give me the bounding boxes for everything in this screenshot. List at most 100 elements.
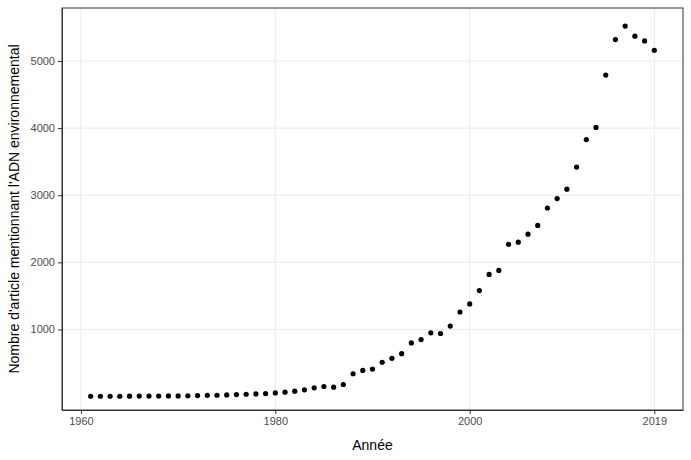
grid-line bbox=[80, 8, 81, 410]
point bbox=[214, 393, 219, 398]
point bbox=[234, 392, 239, 397]
point bbox=[516, 240, 521, 245]
tick-label: 2000 bbox=[31, 256, 55, 268]
point bbox=[428, 330, 433, 335]
point bbox=[224, 392, 229, 397]
point bbox=[545, 205, 550, 210]
point bbox=[117, 394, 122, 399]
tick: 2019 bbox=[643, 410, 667, 427]
point bbox=[205, 393, 210, 398]
tick-label: 1980 bbox=[264, 415, 288, 427]
point bbox=[506, 242, 511, 247]
points bbox=[88, 24, 657, 399]
tick: 1000 bbox=[31, 323, 62, 335]
y-axis: 1000 2000 3000 4000 5000 bbox=[31, 9, 63, 411]
point bbox=[137, 394, 142, 399]
point bbox=[535, 223, 540, 228]
point bbox=[166, 393, 171, 398]
point bbox=[331, 385, 336, 390]
tick: 1980 bbox=[264, 410, 288, 427]
point bbox=[156, 393, 161, 398]
grid-line bbox=[654, 8, 655, 410]
point bbox=[477, 288, 482, 293]
point bbox=[350, 371, 355, 376]
panel-border bbox=[62, 8, 683, 410]
point bbox=[244, 392, 249, 397]
grid bbox=[62, 8, 683, 410]
point bbox=[108, 394, 113, 399]
plot: 1960 1980 2000 2019 1000 2000 3000 4000 5000 bbox=[31, 8, 684, 427]
point bbox=[176, 393, 181, 398]
point bbox=[487, 272, 492, 277]
tick: 1960 bbox=[69, 410, 93, 427]
panel-background bbox=[62, 8, 683, 410]
point bbox=[389, 356, 394, 361]
tick-mark bbox=[58, 61, 62, 62]
tick: 2000 bbox=[458, 410, 482, 427]
point bbox=[292, 389, 297, 394]
point bbox=[312, 385, 317, 390]
x-axis-title: Année bbox=[352, 437, 393, 453]
tick: 4000 bbox=[31, 122, 62, 134]
point bbox=[253, 391, 258, 396]
point bbox=[457, 309, 462, 314]
tick-label: 3000 bbox=[31, 189, 55, 201]
grid-line bbox=[62, 61, 683, 62]
point bbox=[467, 301, 472, 306]
point bbox=[263, 391, 268, 396]
point bbox=[409, 340, 414, 345]
tick-label: 2000 bbox=[458, 415, 482, 427]
tick-mark bbox=[58, 262, 62, 263]
point bbox=[584, 137, 589, 142]
tick-label: 1000 bbox=[31, 323, 55, 335]
tick-label: 2019 bbox=[643, 415, 667, 427]
point bbox=[525, 232, 530, 237]
point bbox=[185, 393, 190, 398]
tick-mark bbox=[654, 410, 655, 414]
point bbox=[632, 34, 637, 39]
point bbox=[195, 393, 200, 398]
grid-line bbox=[62, 262, 683, 263]
point bbox=[399, 351, 404, 356]
point bbox=[603, 73, 608, 78]
point bbox=[341, 382, 346, 387]
point bbox=[380, 360, 385, 365]
point bbox=[613, 37, 618, 42]
tick: 2000 bbox=[31, 256, 62, 268]
point bbox=[88, 394, 93, 399]
point bbox=[282, 390, 287, 395]
point bbox=[496, 268, 501, 273]
point bbox=[273, 390, 278, 395]
point bbox=[127, 394, 132, 399]
y-axis-title: Nombre d'article mentionnant l'ADN envir… bbox=[6, 44, 22, 373]
point bbox=[98, 394, 103, 399]
point bbox=[418, 337, 423, 342]
point bbox=[302, 387, 307, 392]
tick-mark bbox=[58, 195, 62, 196]
tick-mark bbox=[470, 410, 471, 414]
tick-mark bbox=[81, 410, 82, 414]
tick-label: 1960 bbox=[69, 415, 93, 427]
tick-label: 5000 bbox=[31, 55, 55, 67]
grid-line bbox=[469, 8, 470, 410]
grid-line bbox=[62, 128, 683, 129]
point bbox=[321, 384, 326, 389]
point bbox=[438, 331, 443, 336]
tick-mark bbox=[58, 329, 62, 330]
point bbox=[448, 324, 453, 329]
point bbox=[652, 48, 657, 53]
point bbox=[623, 24, 628, 29]
tick: 5000 bbox=[31, 55, 62, 67]
x-axis: 1960 1980 2000 2019 bbox=[63, 410, 684, 427]
grid-line bbox=[62, 195, 683, 196]
point bbox=[564, 187, 569, 192]
grid-line bbox=[62, 329, 683, 330]
point bbox=[593, 125, 598, 130]
tick-mark bbox=[58, 128, 62, 129]
point bbox=[146, 393, 151, 398]
tick: 3000 bbox=[31, 189, 62, 201]
point bbox=[360, 368, 365, 373]
point bbox=[642, 38, 647, 43]
point bbox=[370, 366, 375, 371]
tick-label: 4000 bbox=[31, 122, 55, 134]
